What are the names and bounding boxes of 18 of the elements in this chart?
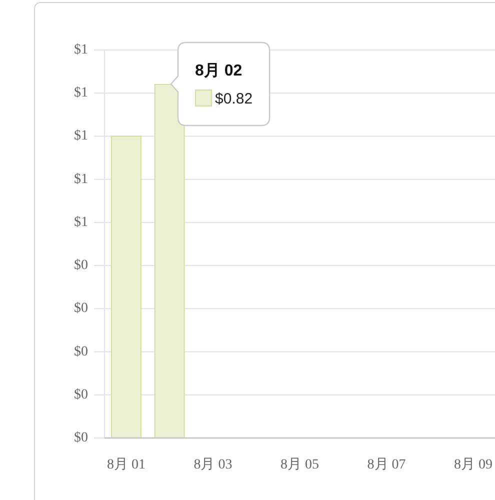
x-tick-label: 8月 07 bbox=[367, 458, 406, 472]
y-tick-label: $0 bbox=[74, 301, 88, 316]
y-tick-label: $0 bbox=[74, 430, 88, 446]
tooltip: 8月 02 $0.82 bbox=[170, 42, 270, 126]
y-tick-label: $0 bbox=[74, 387, 88, 402]
y-tick-label: $1 bbox=[74, 172, 88, 187]
annotation: $0.82 bbox=[215, 90, 253, 108]
y-tick-label: $1 bbox=[74, 214, 88, 230]
y-tick-label: $0 bbox=[74, 344, 88, 360]
x-tick-label: 8月 03 bbox=[194, 458, 232, 472]
x-tick-label: 8月 01 bbox=[106, 458, 146, 472]
y-tick-label: $0 bbox=[74, 258, 88, 274]
x-tick-label: 8月 05 bbox=[280, 458, 319, 472]
annotation: 8月 02 bbox=[195, 62, 242, 80]
x-tick-label: 8月 09 bbox=[454, 458, 493, 472]
y-tick-label: $1 bbox=[74, 86, 88, 101]
y-tick-label: $1 bbox=[74, 128, 88, 144]
y-tick-label: $1 bbox=[74, 42, 88, 58]
